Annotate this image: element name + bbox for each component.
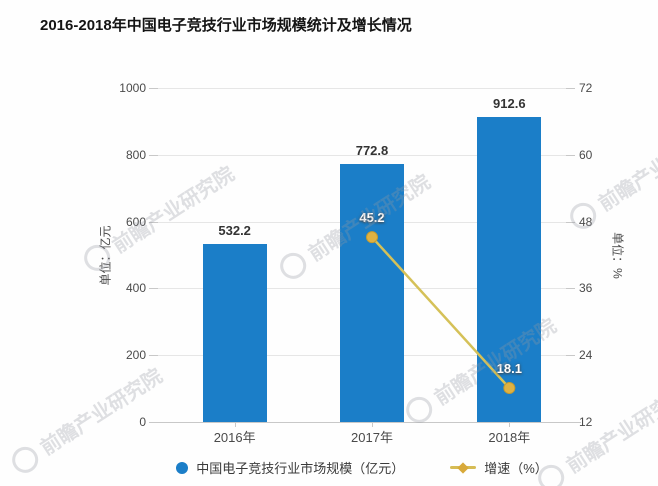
- y-axis-label-left: 600: [125, 214, 146, 229]
- legend-item-growth: 增速（%）: [450, 458, 548, 477]
- y-axis-label-right: 48: [579, 214, 593, 229]
- legend-label-market-size: 中国电子竞技行业市场规模（亿元）: [196, 461, 405, 476]
- legend-item-market-size: 中国电子竞技行业市场规模（亿元）: [176, 458, 404, 477]
- y-axis-tick-right: [566, 154, 575, 156]
- gridline: [158, 154, 566, 156]
- y-axis-label-right: 12: [579, 415, 593, 429]
- y-axis-tick-left: [149, 355, 158, 357]
- y-axis-label-left: 400: [125, 281, 146, 296]
- gridline: [158, 88, 566, 89]
- y-axis-label-left: 800: [125, 147, 146, 162]
- y-axis-tick-right: [566, 88, 575, 89]
- x-axis-line: [149, 422, 581, 423]
- bar-value-label: 532.2: [218, 223, 251, 239]
- x-axis-tick: [234, 422, 236, 427]
- x-axis-label: 2018年: [488, 430, 531, 445]
- legend-label-growth: 增速（%）: [484, 461, 548, 476]
- y-axis-label-right: 72: [579, 81, 593, 95]
- y-axis-label-right: 60: [579, 147, 593, 162]
- line-legend-marker-icon: [450, 461, 477, 474]
- bar-value-label: 772.8: [355, 142, 389, 158]
- x-axis-label: 2016年: [213, 430, 256, 445]
- chart-title: 2016-2018年中国电子竞技行业市场规模统计及增长情况: [40, 17, 412, 34]
- diamond-icon: [457, 461, 469, 474]
- bar-value-label: 912.6: [493, 96, 526, 112]
- y-axis-tick-left: [149, 88, 158, 89]
- bar-legend-marker-icon: [176, 461, 189, 474]
- line-value-label: 18.1: [496, 361, 522, 377]
- y-axis-tick-left: [149, 221, 158, 223]
- y-axis-label-left: 0: [139, 415, 146, 429]
- line-value-label: 45.2: [359, 210, 385, 226]
- y-axis-tick-right: [566, 355, 575, 357]
- y-axis-label-left: 200: [125, 348, 146, 363]
- y-axis-tick-left: [149, 288, 158, 290]
- y-axis-label-right: 24: [579, 348, 593, 363]
- y-axis-tick-right: [566, 221, 575, 223]
- y-axis-label-left: 1000: [119, 81, 146, 95]
- y-axis-label-right: 36: [579, 281, 593, 296]
- x-axis-tick: [372, 422, 373, 427]
- y-axis-tick-right: [566, 288, 575, 290]
- legend: 中国电子竞技行业市场规模（亿元） 增速（%）: [66, 458, 658, 477]
- bar-2016年: [202, 244, 267, 422]
- x-axis-tick: [509, 422, 511, 427]
- y-axis-tick-left: [149, 154, 158, 156]
- x-axis-label: 2017年: [351, 430, 393, 445]
- right-axis-title: 单位：%: [610, 232, 625, 279]
